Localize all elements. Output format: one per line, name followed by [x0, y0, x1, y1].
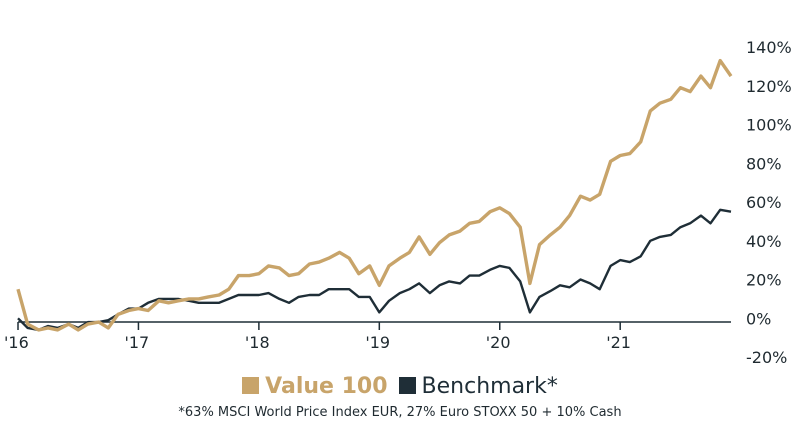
legend: Value 100 Benchmark*: [0, 374, 800, 399]
y-tick-label: 0%: [746, 309, 771, 328]
y-tick-label: -20%: [746, 348, 787, 367]
y-tick-label: 100%: [746, 116, 792, 135]
benchmark-legend-label: Benchmark*: [421, 374, 558, 399]
value-100-series-line: [16, 58, 733, 332]
value-100-legend-label: Value 100: [265, 374, 388, 399]
x-axis-tick-labels: '16 '17 '18 '19 '20 '21: [4, 333, 631, 352]
x-tick-label: '19: [365, 333, 390, 352]
y-tick-label: 60%: [746, 193, 782, 212]
y-tick-label: 20%: [746, 271, 782, 290]
y-tick-label: 120%: [746, 77, 792, 96]
y-tick-label: 80%: [746, 154, 782, 173]
x-tick-label: '17: [124, 333, 149, 352]
benchmark-footnote: *63% MSCI World Price Index EUR, 27% Eur…: [178, 405, 622, 420]
value-100-legend-swatch: [242, 377, 260, 394]
x-axis-ticks: [17, 322, 621, 330]
y-tick-label: 40%: [746, 232, 782, 251]
y-tick-label: 140%: [746, 38, 792, 57]
x-tick-label: '20: [486, 333, 511, 352]
x-tick-label: '16: [4, 333, 29, 352]
x-tick-label: '21: [606, 333, 631, 352]
line-chart: 140% 120% 100% 80% 60% 40% 20% 0% -20% '16 '17 '18…: [4, 38, 792, 367]
benchmark-legend-swatch: [398, 377, 416, 394]
y-axis-tick-labels: 140% 120% 100% 80% 60% 40% 20% 0% -20%: [746, 38, 792, 367]
x-tick-label: '18: [245, 333, 270, 352]
